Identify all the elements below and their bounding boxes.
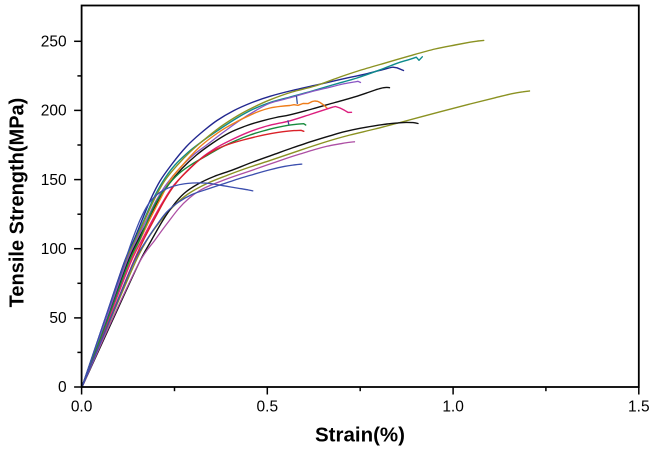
svg-text:Strain(%): Strain(%) [315,424,405,447]
svg-text:0: 0 [58,379,67,396]
svg-text:150: 150 [41,172,67,189]
svg-text:50: 50 [49,310,67,327]
svg-text:100: 100 [41,241,67,258]
svg-text:0.5: 0.5 [257,399,279,416]
svg-text:200: 200 [41,103,67,120]
svg-text:0.0: 0.0 [71,399,93,416]
svg-text:250: 250 [41,34,67,51]
svg-text:Tensile Strength(MPa): Tensile Strength(MPa) [7,98,29,308]
svg-text:1.0: 1.0 [442,399,464,416]
svg-text:1.5: 1.5 [628,399,650,416]
